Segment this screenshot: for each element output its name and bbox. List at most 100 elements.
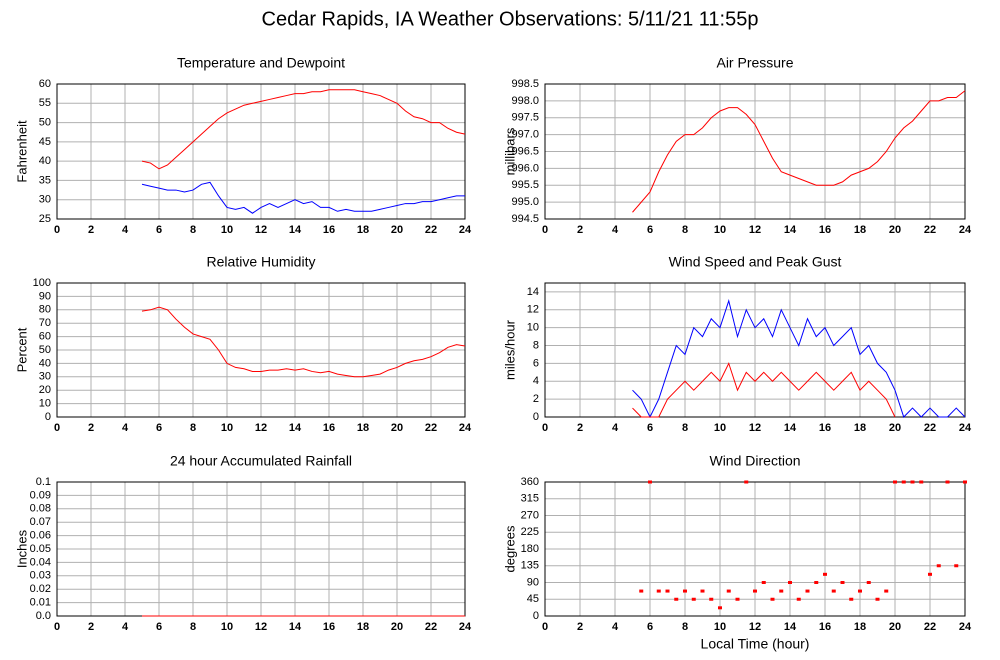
y-tick-label: 0.01 — [30, 597, 51, 609]
x-tick-label: 10 — [714, 621, 726, 633]
data-point — [674, 597, 679, 601]
x-tick-label: 18 — [854, 422, 866, 434]
x-tick-label: 4 — [122, 422, 129, 434]
x-tick-label: 14 — [289, 224, 302, 236]
x-tick-label: 6 — [156, 224, 162, 236]
chart-title: Air Pressure — [716, 55, 793, 71]
y-tick-label: 60 — [39, 331, 51, 343]
y-tick-label: 30 — [39, 194, 51, 206]
data-point — [648, 480, 652, 484]
y-tick-label: 0.07 — [30, 516, 51, 528]
x-tick-label: 10 — [221, 422, 233, 434]
x-tick-label: 12 — [255, 224, 267, 236]
x-tick-label: 22 — [924, 422, 936, 434]
x-tick-label: 16 — [819, 422, 831, 434]
y-tick-label: 60 — [39, 78, 51, 90]
x-tick-label: 0 — [54, 422, 60, 434]
x-axis-label: Local Time (hour) — [701, 636, 810, 652]
data-point — [840, 581, 845, 584]
data-point — [683, 589, 687, 593]
x-tick-label: 6 — [647, 224, 653, 236]
x-tick-label: 8 — [190, 422, 196, 434]
x-tick-label: 24 — [959, 224, 972, 236]
x-tick-label: 22 — [425, 224, 437, 236]
chart-title: Temperature and Dewpoint — [177, 55, 345, 71]
x-tick-label: 24 — [459, 621, 472, 633]
y-tick-label: 6 — [533, 357, 539, 369]
x-tick-label: 14 — [784, 621, 797, 633]
data-point — [884, 589, 889, 593]
data-point — [700, 589, 705, 593]
x-tick-label: 8 — [682, 621, 688, 633]
data-point — [954, 564, 959, 568]
x-tick-label: 18 — [854, 621, 866, 633]
x-tick-label: 24 — [959, 621, 972, 633]
data-point — [796, 597, 801, 601]
data-point — [910, 480, 915, 484]
y-tick-label: 997.5 — [511, 112, 539, 124]
x-tick-label: 2 — [88, 224, 94, 236]
x-tick-label: 6 — [647, 422, 653, 434]
y-tick-label: 90 — [39, 290, 51, 302]
data-line — [632, 299, 966, 419]
y-axis-label: Inches — [14, 529, 29, 568]
x-tick-label: 16 — [323, 422, 335, 434]
y-tick-label: 995.5 — [511, 179, 539, 191]
y-tick-label: 0.0 — [36, 610, 51, 622]
data-point — [656, 589, 661, 593]
x-tick-label: 22 — [924, 621, 936, 633]
y-tick-label: 315 — [521, 493, 539, 505]
data-point — [726, 589, 731, 593]
x-tick-label: 22 — [425, 621, 437, 633]
x-tick-label: 20 — [889, 422, 901, 434]
data-point — [823, 572, 827, 576]
y-tick-label: 995.0 — [511, 196, 539, 208]
y-tick-label: 360 — [521, 476, 539, 488]
x-tick-label: 12 — [749, 224, 761, 236]
y-tick-label: 40 — [39, 155, 51, 167]
plot-frame — [56, 282, 466, 418]
y-tick-label: 0 — [45, 411, 51, 423]
data-point — [665, 589, 670, 593]
x-tick-label: 16 — [819, 621, 831, 633]
x-tick-label: 18 — [854, 224, 866, 236]
data-line — [141, 306, 466, 378]
x-tick-label: 2 — [88, 621, 94, 633]
x-tick-label: 6 — [156, 621, 162, 633]
data-point — [849, 597, 854, 601]
y-axis-label: millibars — [502, 127, 517, 175]
x-tick-label: 2 — [577, 224, 583, 236]
y-tick-label: 135 — [521, 560, 539, 572]
y-tick-label: 4 — [533, 375, 539, 387]
x-tick-label: 10 — [221, 224, 233, 236]
y-tick-label: 50 — [39, 116, 51, 128]
x-tick-label: 24 — [959, 422, 972, 434]
x-tick-label: 10 — [714, 422, 726, 434]
data-point — [639, 589, 644, 593]
x-tick-label: 20 — [391, 621, 403, 633]
x-tick-label: 8 — [190, 224, 196, 236]
x-tick-label: 24 — [459, 422, 472, 434]
x-tick-label: 4 — [612, 224, 619, 236]
x-tick-label: 18 — [357, 621, 369, 633]
y-tick-label: 35 — [39, 174, 51, 186]
y-tick-label: 10 — [527, 322, 539, 334]
y-tick-label: 0.1 — [36, 476, 51, 488]
x-tick-label: 14 — [289, 422, 302, 434]
y-tick-label: 70 — [39, 317, 51, 329]
y-tick-label: 0.02 — [30, 583, 51, 595]
data-point — [691, 597, 696, 601]
y-tick-label: 55 — [39, 97, 51, 109]
x-tick-label: 20 — [889, 621, 901, 633]
x-tick-label: 0 — [542, 422, 548, 434]
x-tick-label: 20 — [391, 422, 403, 434]
x-tick-label: 4 — [612, 621, 619, 633]
x-tick-label: 12 — [749, 621, 761, 633]
x-tick-label: 12 — [749, 422, 761, 434]
data-point — [744, 480, 749, 484]
y-tick-label: 997.0 — [511, 129, 539, 141]
x-tick-label: 0 — [54, 621, 60, 633]
y-tick-label: 80 — [39, 304, 51, 316]
chart-title: Relative Humidity — [207, 254, 316, 270]
data-point — [893, 480, 897, 484]
